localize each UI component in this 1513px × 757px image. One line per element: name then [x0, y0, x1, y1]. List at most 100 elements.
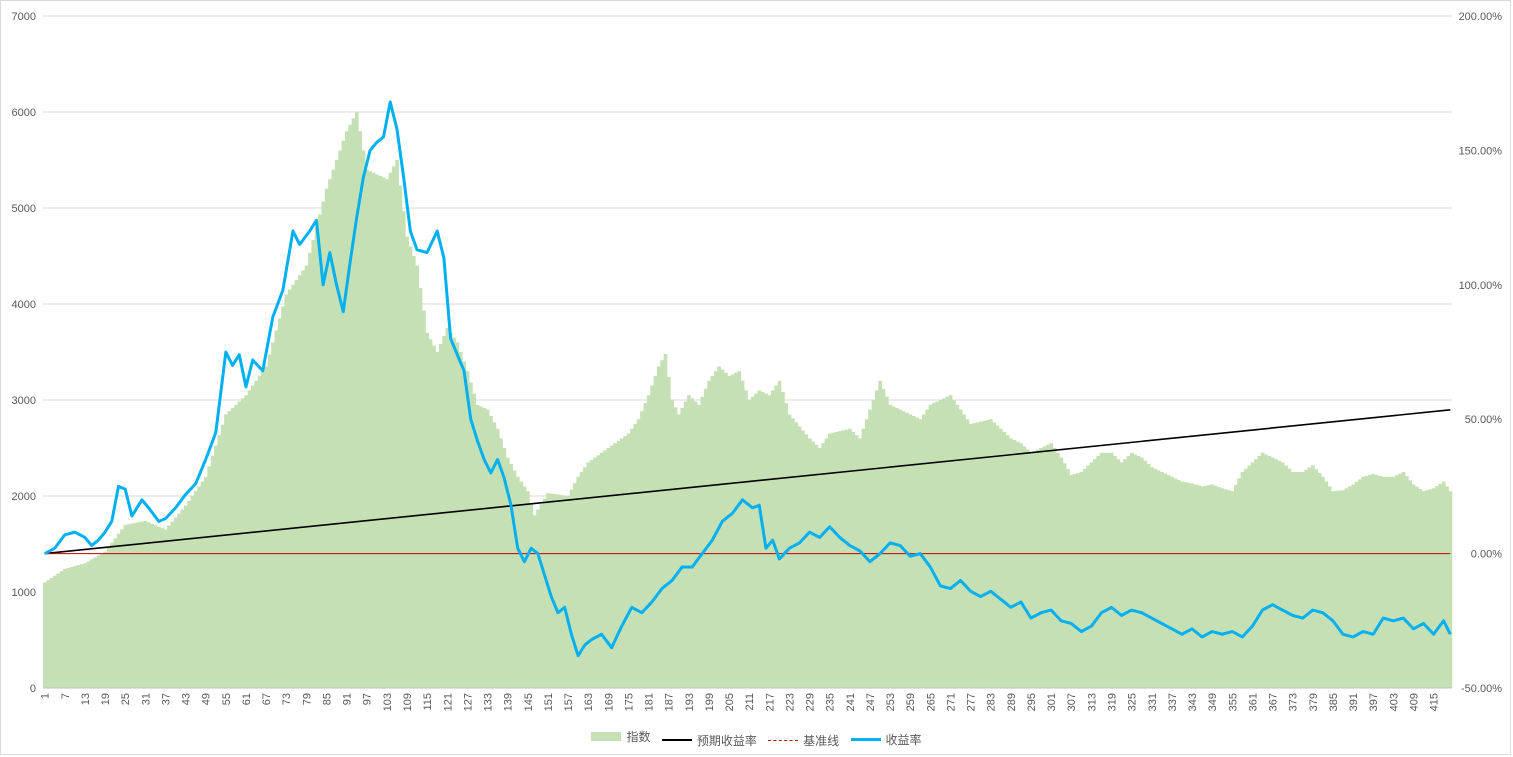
index-bar: [1186, 482, 1191, 688]
index-bar: [1378, 475, 1382, 688]
index-bar: [1254, 459, 1258, 688]
index-bar: [1230, 491, 1235, 688]
index-bar: [915, 417, 919, 688]
right-axis-tick-label: -50.00%: [1461, 683, 1502, 695]
legend-swatch-black-line: [661, 739, 692, 741]
index-bar: [1428, 489, 1433, 688]
index-bar: [502, 448, 507, 688]
index-bar: [1129, 452, 1134, 688]
index-bar: [881, 388, 886, 688]
index-bar: [757, 390, 762, 688]
index-bar: [1170, 476, 1174, 688]
index-bar: [851, 432, 856, 688]
index-bar: [435, 352, 440, 688]
index-bar: [153, 525, 158, 688]
x-axis-tick-label: 349: [1207, 693, 1219, 711]
index-bar: [666, 376, 671, 688]
x-axis-tick-label: 193: [684, 693, 696, 711]
index-bar: [1247, 465, 1252, 688]
index-bar: [284, 294, 289, 688]
index-bar: [63, 568, 67, 688]
x-axis-tick-label: 355: [1227, 693, 1239, 711]
index-bar: [375, 174, 379, 688]
index-bar: [267, 354, 272, 688]
index-bar: [891, 406, 896, 688]
legend-item-baseline[interactable]: 基准线: [768, 732, 839, 749]
x-axis-tick-label: 253: [885, 693, 897, 711]
index-bar: [1237, 478, 1241, 688]
index-bar: [1411, 484, 1416, 688]
index-bar: [227, 411, 232, 688]
left-axis-tick-label: 6000: [12, 107, 36, 119]
index-bar: [750, 396, 755, 688]
index-bar: [365, 169, 369, 689]
index-bar: [395, 160, 399, 688]
index-bar: [1210, 484, 1215, 688]
index-bar: [1280, 462, 1285, 688]
index-bar: [113, 538, 118, 688]
index-bar: [995, 425, 1000, 688]
index-bar: [314, 227, 319, 688]
index-bar: [1415, 486, 1419, 688]
legend-item-expected[interactable]: 预期收益率: [661, 732, 757, 749]
index-bar: [1180, 481, 1184, 688]
index-bar: [274, 330, 279, 688]
x-axis-tick-label: 181: [644, 693, 656, 711]
index-bar: [187, 500, 191, 688]
index-bar: [100, 553, 104, 688]
index-bar: [1143, 460, 1148, 688]
x-axis-tick-label: 157: [563, 693, 575, 711]
index-bar: [281, 306, 285, 688]
index-bar: [1207, 485, 1211, 688]
index-bar: [734, 372, 738, 688]
index-bar: [576, 476, 581, 688]
index-bar: [133, 522, 138, 688]
index-bar: [251, 385, 255, 688]
index-bar: [744, 390, 748, 688]
index-bar: [811, 441, 815, 688]
index-bar: [348, 124, 352, 689]
index-bar: [147, 522, 151, 688]
index-bar: [589, 460, 594, 688]
x-axis-tick-label: 415: [1429, 693, 1441, 711]
index-bar: [126, 524, 131, 688]
index-bar: [237, 401, 242, 688]
index-bar: [670, 400, 674, 688]
x-axis-tick-label: 109: [402, 693, 414, 711]
index-bar: [1364, 475, 1369, 688]
index-bar: [908, 414, 913, 688]
index-bar: [1032, 451, 1037, 688]
index-bar: [1203, 485, 1208, 688]
index-bar: [193, 491, 198, 688]
index-bar: [1267, 456, 1272, 688]
index-bar: [143, 520, 148, 688]
left-axis-tick-label: 7000: [12, 11, 36, 23]
index-bar: [522, 486, 527, 688]
index-bar: [1029, 452, 1033, 688]
x-axis-tick-label: 19: [100, 693, 112, 705]
index-bar: [264, 366, 269, 688]
index-bar: [928, 404, 933, 688]
legend-item-index[interactable]: 指数: [591, 728, 650, 745]
index-bar: [549, 493, 554, 688]
index-bar: [1244, 468, 1248, 688]
left-axis-tick-label: 3000: [12, 395, 36, 407]
index-bar: [1321, 476, 1325, 688]
index-bar: [1015, 441, 1020, 688]
index-bar: [1284, 465, 1288, 688]
index-bar: [1005, 435, 1010, 688]
index-bar: [656, 366, 661, 688]
index-bar: [277, 318, 282, 688]
x-axis-tick-label: 367: [1268, 693, 1280, 711]
right-axis-tick-label: 200.00%: [1459, 11, 1503, 23]
index-bar: [261, 371, 265, 688]
index-bar: [150, 523, 154, 688]
index-bar: [878, 380, 882, 688]
index-bar: [700, 396, 705, 688]
index-bar: [566, 496, 570, 688]
index-bar: [1126, 456, 1131, 688]
index-bar: [1099, 452, 1104, 688]
index-bar: [1327, 486, 1332, 688]
legend-swatch-dashed-line: [768, 740, 799, 741]
legend-item-return[interactable]: 收益率: [850, 731, 922, 748]
